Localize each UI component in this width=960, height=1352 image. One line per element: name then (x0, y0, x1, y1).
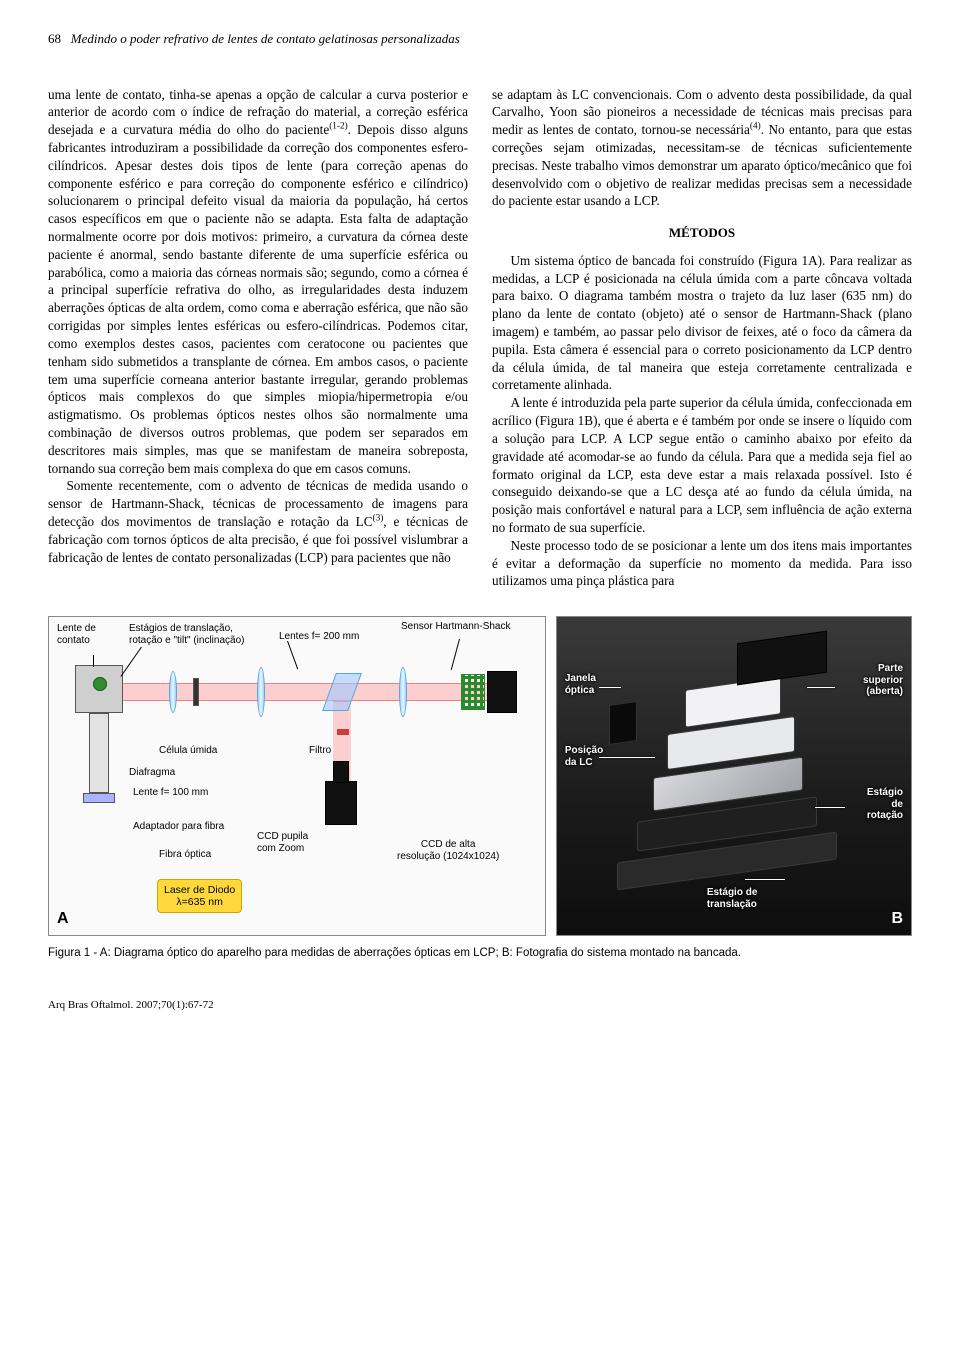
page-footer: Arq Bras Oftalmol. 2007;70(1):67-72 (48, 998, 912, 1013)
label-ccd-alta: CCD de alta resolução (1024x1024) (397, 839, 499, 862)
stage-base (83, 793, 115, 803)
leader (451, 639, 460, 670)
leader (599, 687, 621, 688)
label-adaptador: Adaptador para fibra (133, 821, 224, 833)
label-celula-umida: Célula úmida (159, 745, 217, 757)
label-estagios: Estágios de translação, rotação e "tilt"… (129, 623, 244, 646)
label-posicao-lc: Posição da LC (565, 745, 603, 768)
optical-window (609, 701, 637, 745)
label-janela: Janela óptica (565, 673, 596, 696)
figure-1-caption: Figura 1 - A: Diagrama óptico do aparelh… (48, 946, 912, 962)
para-r2: Um sistema óptico de bancada foi constru… (492, 252, 912, 395)
label-fibra: Fibra óptica (159, 849, 211, 861)
column-left: uma lente de contato, tinha-se apenas a … (48, 86, 468, 591)
label-lentes-200: Lentes f= 200 mm (279, 631, 359, 643)
para-l1: uma lente de contato, tinha-se apenas a … (48, 86, 468, 478)
pupil-ccd-lens (333, 761, 349, 783)
label-sensor-hs: Sensor Hartmann-Shack (401, 621, 511, 633)
figure-1: Laser de Diodo λ=635 nm Lente de contato… (48, 616, 912, 962)
leader (599, 757, 655, 758)
para-l2: Somente recentemente, com o advento de t… (48, 477, 468, 566)
para-r3: A lente é introduzida pela parte superio… (492, 394, 912, 537)
leader (287, 641, 298, 670)
filter (337, 729, 349, 735)
diaphragm (193, 678, 199, 706)
label-estagio-translacao: Estágio de translação (707, 887, 758, 910)
hartmann-shack-sensor (461, 674, 485, 710)
label-lente-100: Lente f= 100 mm (133, 787, 208, 799)
lens-200-a (257, 667, 265, 717)
leader (815, 807, 845, 808)
leader (807, 687, 835, 688)
para-r1: se adaptam às LC convencionais. Com o ad… (492, 86, 912, 211)
figure-1-panel-b: Janela óptica Parte superior (aberta) Po… (556, 616, 912, 936)
lens-200-b (399, 667, 407, 717)
laser-diode-label: Laser de Diodo λ=635 nm (157, 879, 242, 913)
hires-ccd (487, 671, 517, 713)
label-estagio-rotacao: Estágio de rotação (867, 787, 903, 822)
para-r4: Neste processo todo de se posicionar a l… (492, 537, 912, 590)
label-filtro: Filtro (309, 745, 331, 757)
label-ccd-pupila: CCD pupila com Zoom (257, 831, 308, 854)
leader (93, 655, 94, 667)
column-right: se adaptam às LC convencionais. Com o ad… (492, 86, 912, 591)
figure-1-panel-a: Laser de Diodo λ=635 nm Lente de contato… (48, 616, 546, 936)
panel-letter-b: B (891, 908, 903, 930)
laser-beam-horizontal (85, 683, 487, 701)
lens-100mm (169, 671, 177, 713)
leader (745, 879, 785, 880)
pupil-ccd (325, 781, 357, 825)
running-title: Medindo o poder refrativo de lentes de c… (71, 31, 460, 46)
section-heading-metodos: MÉTODOS (492, 224, 912, 242)
label-diafragma: Diafragma (129, 767, 175, 779)
figure-1-panels: Laser de Diodo λ=635 nm Lente de contato… (48, 616, 912, 936)
running-header: 68 Medindo o poder refrativo de lentes d… (48, 30, 912, 48)
panel-letter-a: A (57, 908, 69, 930)
label-lente-contato: Lente de contato (57, 623, 96, 646)
label-parte-superior: Parte superior (aberta) (863, 663, 903, 698)
page-number: 68 (48, 31, 61, 46)
two-column-body: uma lente de contato, tinha-se apenas a … (48, 86, 912, 591)
translation-stage (89, 713, 109, 793)
leader (120, 647, 141, 677)
